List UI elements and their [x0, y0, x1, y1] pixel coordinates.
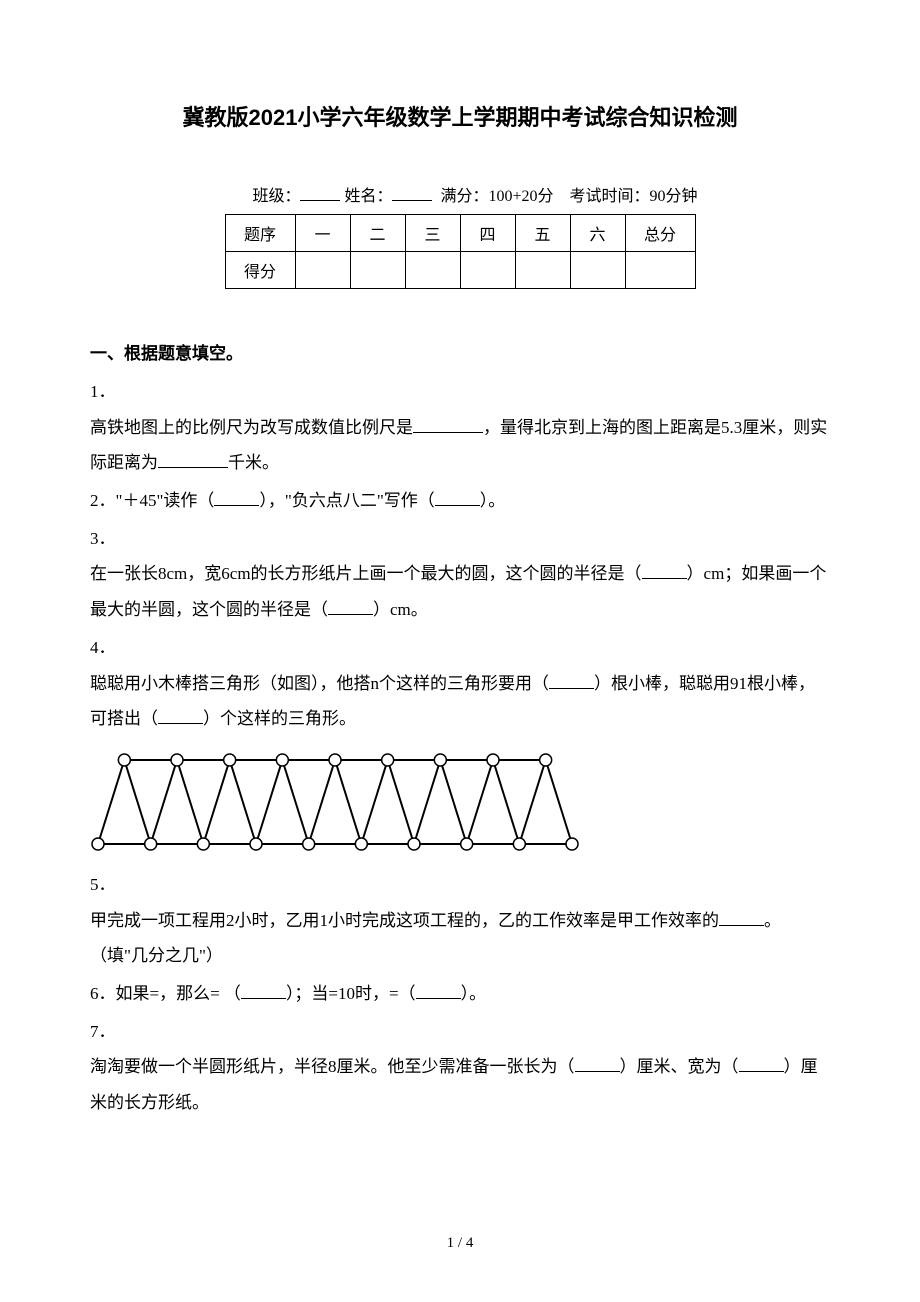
blank [158, 451, 228, 468]
blank [739, 1055, 784, 1072]
page-number: 1 / 4 [0, 1235, 920, 1252]
header-six: 六 [570, 215, 625, 252]
q2-text-b: ），"负六点八二"写作（ [259, 491, 434, 510]
blank [241, 982, 286, 999]
q5-text: 甲完成一项工程用2小时，乙用1小时完成这项工程的，乙的工作效率是甲工作效率的。（… [90, 903, 830, 974]
blank [158, 707, 203, 724]
score-cell [295, 252, 350, 289]
class-label: 班级： [252, 188, 300, 205]
q4-text-a: 聪聪用小木棒搭三角形（如图），他搭n个这样的三角形要用（ [90, 674, 549, 693]
q3-text-c: ）cm。 [373, 600, 428, 619]
q4-text: 聪聪用小木棒搭三角形（如图），他搭n个这样的三角形要用（）根小棒，聪聪用91根小… [90, 666, 830, 737]
header-two: 二 [350, 215, 405, 252]
blank [642, 562, 687, 579]
header-five: 五 [515, 215, 570, 252]
header-four: 四 [460, 215, 515, 252]
score-label: 得分 [225, 252, 295, 289]
score-cell [460, 252, 515, 289]
q6-num: 6． [90, 984, 116, 1003]
q1-text-a: 高铁地图上的比例尺为改写成数值比例尺是 [90, 418, 413, 437]
header-total: 总分 [625, 215, 695, 252]
q3-num: 3． [90, 521, 830, 557]
triangle-svg-icon [90, 752, 580, 852]
q4-text-c: ）个这样的三角形。 [203, 709, 356, 728]
triangle-figure [90, 752, 830, 857]
q7-text-a: 淘淘要做一个半圆形纸片，半径8厘米。他至少需准备一张长为（ [90, 1057, 575, 1076]
q5-num: 5． [90, 867, 830, 903]
q6-text-c: ）。 [461, 984, 487, 1003]
q3-text: 在一张长8cm，宽6cm的长方形纸片上画一个最大的圆，这个圆的半径是（）cm；如… [90, 556, 830, 627]
blank [575, 1055, 620, 1072]
score-cell [570, 252, 625, 289]
score-cell [350, 252, 405, 289]
q2-num: 2． [90, 491, 116, 510]
score-cell [515, 252, 570, 289]
blank [435, 489, 480, 506]
table-header-row: 题序 一 二 三 四 五 六 总分 [225, 215, 695, 252]
blank [416, 982, 461, 999]
name-blank [392, 200, 432, 201]
exam-info-row: 班级： 姓名： 满分：100+20分 考试时间：90分钟 [90, 182, 830, 206]
exam-title: 冀教版2021小学六年级数学上学期期中考试综合知识检测 [90, 100, 830, 132]
q6-text: 6．如果=，那么= （ ）；当=10时，=（ ）。 [90, 976, 830, 1012]
time-label: 考试时间：90分钟 [570, 188, 698, 205]
name-label: 姓名： [344, 188, 392, 205]
q2-text: 2．"＋45"读作（ ），"负六点八二"写作（ ）。 [90, 483, 830, 519]
q7-text-b: ）厘米、宽为（ [620, 1057, 739, 1076]
q2-text-c: ）。 [480, 491, 506, 510]
score-cell [625, 252, 695, 289]
q3-text-a: 在一张长8cm，宽6cm的长方形纸片上画一个最大的圆，这个圆的半径是（ [90, 564, 642, 583]
q5-text-a: 甲完成一项工程用2小时，乙用1小时完成这项工程的，乙的工作效率是甲工作效率的 [90, 911, 719, 930]
q7-num: 7． [90, 1014, 830, 1050]
header-one: 一 [295, 215, 350, 252]
q1-text: 高铁地图上的比例尺为改写成数值比例尺是，量得北京到上海的图上距离是5.3厘米，则… [90, 410, 830, 481]
blank [719, 909, 764, 926]
blank [214, 489, 259, 506]
blank [413, 416, 483, 433]
q6-text-b: ）；当=10时，=（ [286, 984, 416, 1003]
blank [549, 672, 594, 689]
blank [328, 598, 373, 615]
q1-text-c: 千米。 [228, 453, 279, 472]
q4-num: 4． [90, 630, 830, 666]
score-table: 题序 一 二 三 四 五 六 总分 得分 [225, 214, 696, 289]
table-score-row: 得分 [225, 252, 695, 289]
full-marks-label: 满分：100+20分 [440, 188, 553, 205]
q2-text-a: "＋45"读作（ [116, 491, 215, 510]
score-cell [405, 252, 460, 289]
section-1-heading: 一、根据题意填空。 [90, 339, 830, 364]
header-three: 三 [405, 215, 460, 252]
class-blank [300, 200, 340, 201]
q6-text-a: 如果=，那么= （ [116, 984, 241, 1003]
q1-num: 1． [90, 374, 830, 410]
q7-text: 淘淘要做一个半圆形纸片，半径8厘米。他至少需准备一张长为（）厘米、宽为（）厘米的… [90, 1049, 830, 1120]
header-question-order: 题序 [225, 215, 295, 252]
